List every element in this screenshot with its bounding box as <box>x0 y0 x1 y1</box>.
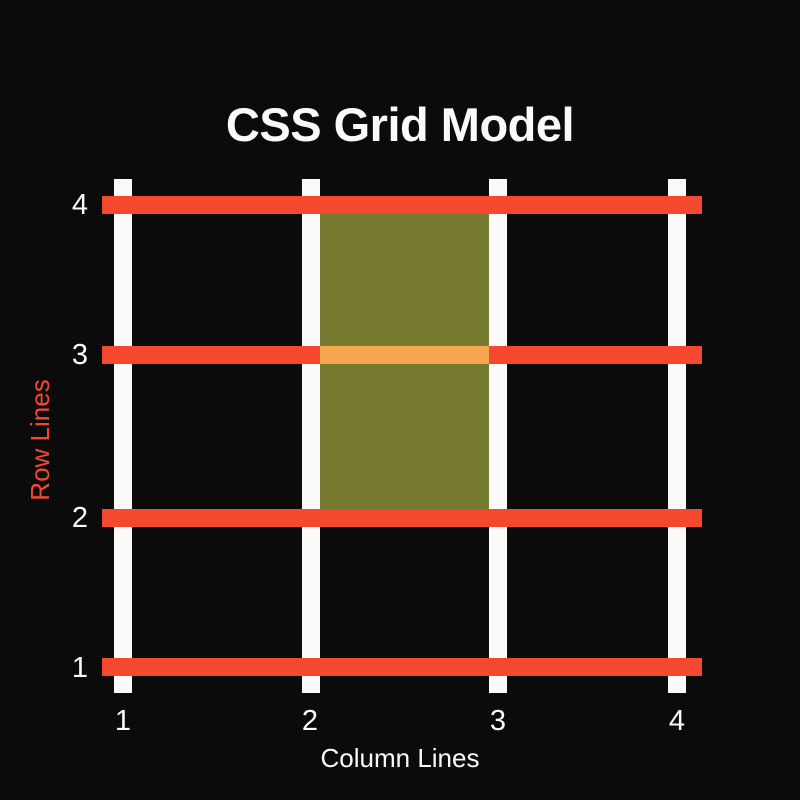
column-tick-3: 3 <box>489 705 507 737</box>
row-tick-2: 2 <box>71 502 89 534</box>
row-tick-4: 4 <box>71 189 89 221</box>
row-line-overlap-segment <box>320 346 489 364</box>
column-line-4 <box>668 179 686 693</box>
row-axis-label: Row Lines <box>25 379 55 501</box>
column-tick-4: 4 <box>668 705 686 737</box>
column-line-1 <box>114 179 132 693</box>
column-tick-2: 2 <box>301 705 319 737</box>
column-axis-label: Column Lines <box>320 743 480 773</box>
row-line-1 <box>102 658 702 676</box>
page-title: CSS Grid Model <box>225 98 575 152</box>
column-tick-1: 1 <box>114 705 132 737</box>
row-tick-3: 3 <box>71 339 89 371</box>
column-line-2 <box>302 179 320 693</box>
row-line-2 <box>102 509 702 527</box>
column-line-3 <box>489 179 507 693</box>
row-line-4 <box>102 196 702 214</box>
row-tick-1: 1 <box>71 652 89 684</box>
